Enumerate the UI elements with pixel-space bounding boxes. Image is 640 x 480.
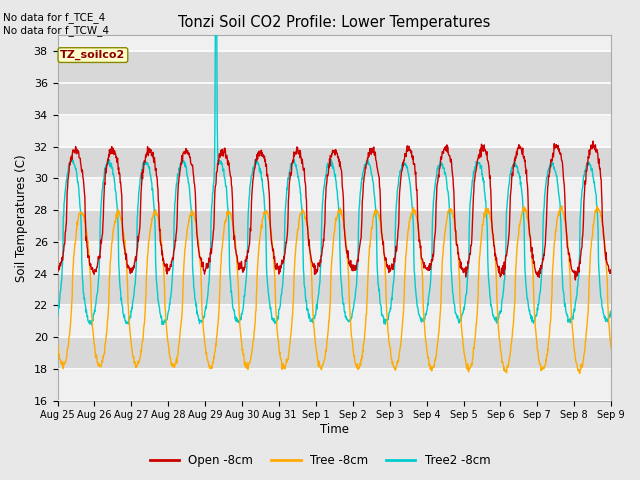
Bar xyxy=(58,210,611,242)
Tree -8cm xyxy=(557,203,565,209)
Open -8cm xyxy=(177,164,184,169)
Line: Tree -8cm: Tree -8cm xyxy=(58,206,611,373)
Open -8cm xyxy=(607,270,615,276)
Bar xyxy=(58,51,611,115)
Tree2 -8cm xyxy=(177,159,185,165)
Tree -8cm xyxy=(420,319,428,325)
Tree2 -8cm xyxy=(607,308,615,314)
Tree2 -8cm xyxy=(239,304,247,310)
Bar xyxy=(58,146,611,178)
Text: No data for f_TCE_4: No data for f_TCE_4 xyxy=(3,12,106,23)
Tree -8cm xyxy=(541,362,549,368)
Open -8cm xyxy=(572,277,579,283)
Tree -8cm xyxy=(54,340,61,346)
Legend: Open -8cm, Tree -8cm, Tree2 -8cm: Open -8cm, Tree -8cm, Tree2 -8cm xyxy=(145,449,495,472)
Title: Tonzi Soil CO2 Profile: Lower Temperatures: Tonzi Soil CO2 Profile: Lower Temperatur… xyxy=(178,15,490,30)
Open -8cm xyxy=(541,240,549,245)
Tree -8cm xyxy=(607,346,615,351)
Tree2 -8cm xyxy=(164,313,172,319)
Text: TZ_soilco2: TZ_soilco2 xyxy=(60,50,125,60)
Line: Tree2 -8cm: Tree2 -8cm xyxy=(58,0,611,325)
Open -8cm xyxy=(163,271,171,277)
Open -8cm xyxy=(493,255,500,261)
Open -8cm xyxy=(420,260,428,265)
Line: Open -8cm: Open -8cm xyxy=(58,141,611,280)
Open -8cm xyxy=(589,138,597,144)
Open -8cm xyxy=(239,268,246,274)
Tree -8cm xyxy=(239,346,246,352)
Tree2 -8cm xyxy=(88,322,95,328)
Tree -8cm xyxy=(493,280,500,286)
Tree -8cm xyxy=(163,331,171,337)
Tree2 -8cm xyxy=(542,180,550,185)
X-axis label: Time: Time xyxy=(320,423,349,436)
Tree2 -8cm xyxy=(493,316,501,322)
Tree -8cm xyxy=(576,371,584,376)
Tree2 -8cm xyxy=(54,313,61,319)
Bar xyxy=(58,274,611,305)
Open -8cm xyxy=(54,267,61,273)
Tree -8cm xyxy=(177,324,184,329)
Bar xyxy=(58,337,611,369)
Tree2 -8cm xyxy=(421,315,429,321)
Y-axis label: Soil Temperatures (C): Soil Temperatures (C) xyxy=(15,154,28,282)
Text: No data for f_TCW_4: No data for f_TCW_4 xyxy=(3,25,109,36)
